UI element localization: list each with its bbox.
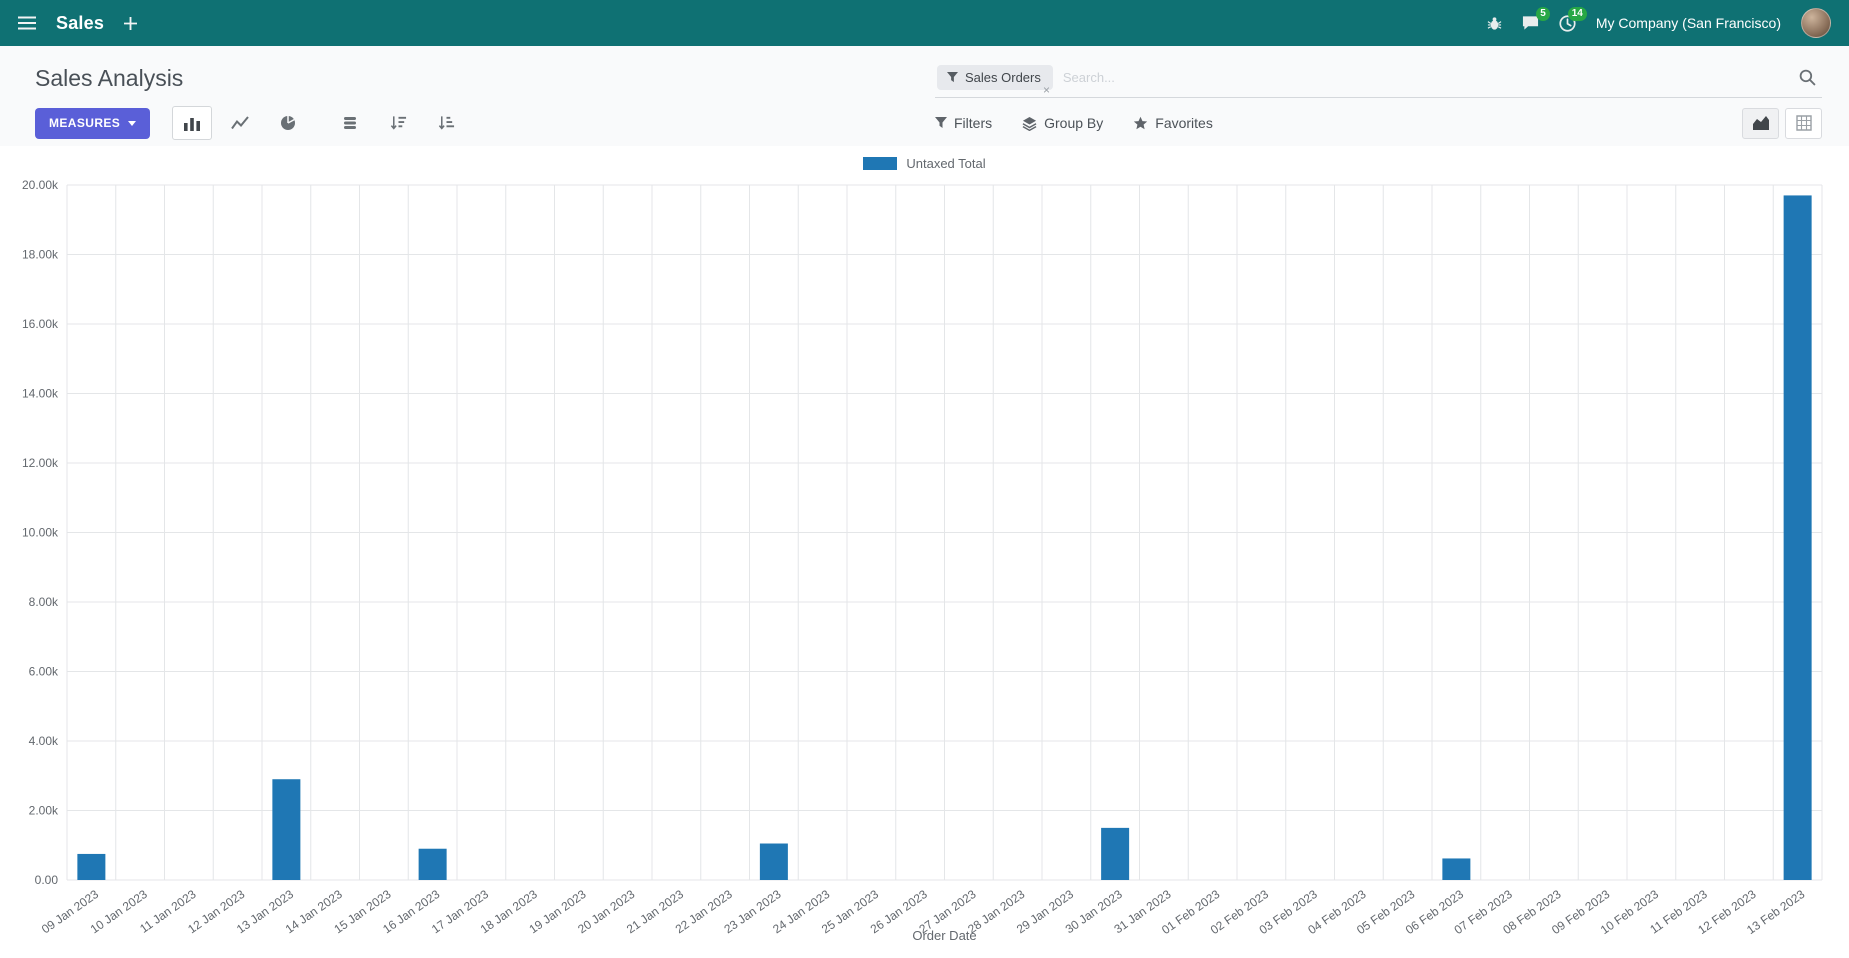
graph-view-button[interactable] — [1742, 107, 1779, 139]
line-chart-icon — [231, 116, 249, 130]
legend-swatch — [863, 156, 898, 170]
clock-icon — [1559, 14, 1576, 32]
group-by-label: Group By — [1044, 115, 1104, 131]
pie-chart-button[interactable] — [268, 106, 308, 140]
search-bar[interactable]: Sales Orders × — [935, 58, 1822, 98]
messages-badge: 5 — [1536, 7, 1550, 21]
bar-chart-icon — [184, 118, 201, 131]
svg-text:6.00k: 6.00k — [29, 665, 59, 679]
legend-label: Untaxed Total — [906, 155, 986, 171]
svg-text:10.00k: 10.00k — [22, 526, 59, 540]
pivot-view-button[interactable] — [1785, 107, 1822, 139]
svg-text:0.00: 0.00 — [35, 873, 59, 887]
svg-text:2.00k: 2.00k — [29, 804, 59, 818]
sort-asc-icon — [438, 116, 454, 130]
company-switcher[interactable]: My Company (San Francisco) — [1595, 15, 1781, 31]
favorites-button[interactable]: Favorites — [1133, 115, 1213, 131]
bar-chart-button[interactable] — [172, 106, 213, 140]
pivot-icon — [1795, 115, 1812, 131]
chart-section: Untaxed Total 0.00 2.00k 4.00k 6.00k 8.00k 10… — [0, 146, 1849, 958]
debug-icon[interactable] — [1487, 16, 1502, 31]
svg-text:Order Date: Order Date — [912, 928, 976, 943]
filters-label: Filters — [954, 115, 993, 131]
facet-remove-icon[interactable]: × — [1043, 83, 1051, 97]
pie-chart-icon — [281, 115, 296, 130]
measures-button[interactable]: MEASURES — [35, 107, 151, 139]
stacked-button[interactable] — [330, 106, 370, 140]
app-name[interactable]: Sales — [56, 12, 105, 33]
star-icon — [1133, 116, 1148, 131]
avatar[interactable] — [1801, 8, 1831, 38]
group-by-button[interactable]: Group By — [1022, 115, 1103, 131]
activities-badge: 14 — [1567, 6, 1587, 21]
page-title: Sales Analysis — [35, 64, 184, 91]
sales-analysis-bar-chart[interactable]: 0.00 2.00k 4.00k 6.00k 8.00k 10.00k 12.00k 14.0… — [0, 180, 1849, 958]
plus-icon[interactable] — [124, 16, 138, 30]
messages-button[interactable]: 5 — [1522, 7, 1550, 31]
line-chart-button[interactable] — [220, 106, 260, 140]
caret-down-icon — [128, 120, 137, 126]
search-facet-label: Sales Orders — [965, 70, 1041, 85]
top-navbar: Sales 5 14 My Company (San Francisco) — [0, 0, 1849, 46]
svg-text:18.00k: 18.00k — [22, 248, 59, 262]
measures-button-label: MEASURES — [49, 116, 121, 130]
sort-desc-button[interactable] — [378, 106, 418, 140]
chart-legend[interactable]: Untaxed Total — [0, 146, 1849, 180]
sort-asc-button[interactable] — [426, 106, 466, 140]
favorites-label: Favorites — [1155, 115, 1213, 131]
menu-icon[interactable] — [18, 16, 36, 30]
filter-icon — [947, 72, 958, 83]
search-icon[interactable] — [1799, 69, 1816, 86]
svg-text:8.00k: 8.00k — [29, 595, 59, 609]
svg-text:20.00k: 20.00k — [22, 180, 59, 192]
stacked-icon — [344, 117, 357, 129]
activities-button[interactable]: 14 — [1559, 6, 1587, 32]
chat-icon — [1522, 15, 1539, 31]
control-panel: Sales Analysis Sales Orders × MEASURES — [0, 46, 1849, 146]
area-chart-icon — [1752, 116, 1769, 130]
sort-desc-icon — [390, 116, 406, 130]
filter-icon — [935, 117, 947, 129]
layers-icon — [1022, 116, 1037, 131]
search-facet[interactable]: Sales Orders — [937, 65, 1053, 90]
svg-text:16.00k: 16.00k — [22, 317, 59, 331]
svg-text:14.00k: 14.00k — [22, 387, 59, 401]
filters-button[interactable]: Filters — [935, 115, 992, 131]
search-input[interactable] — [1052, 70, 1799, 85]
svg-text:12.00k: 12.00k — [22, 456, 59, 470]
svg-text:4.00k: 4.00k — [29, 734, 59, 748]
